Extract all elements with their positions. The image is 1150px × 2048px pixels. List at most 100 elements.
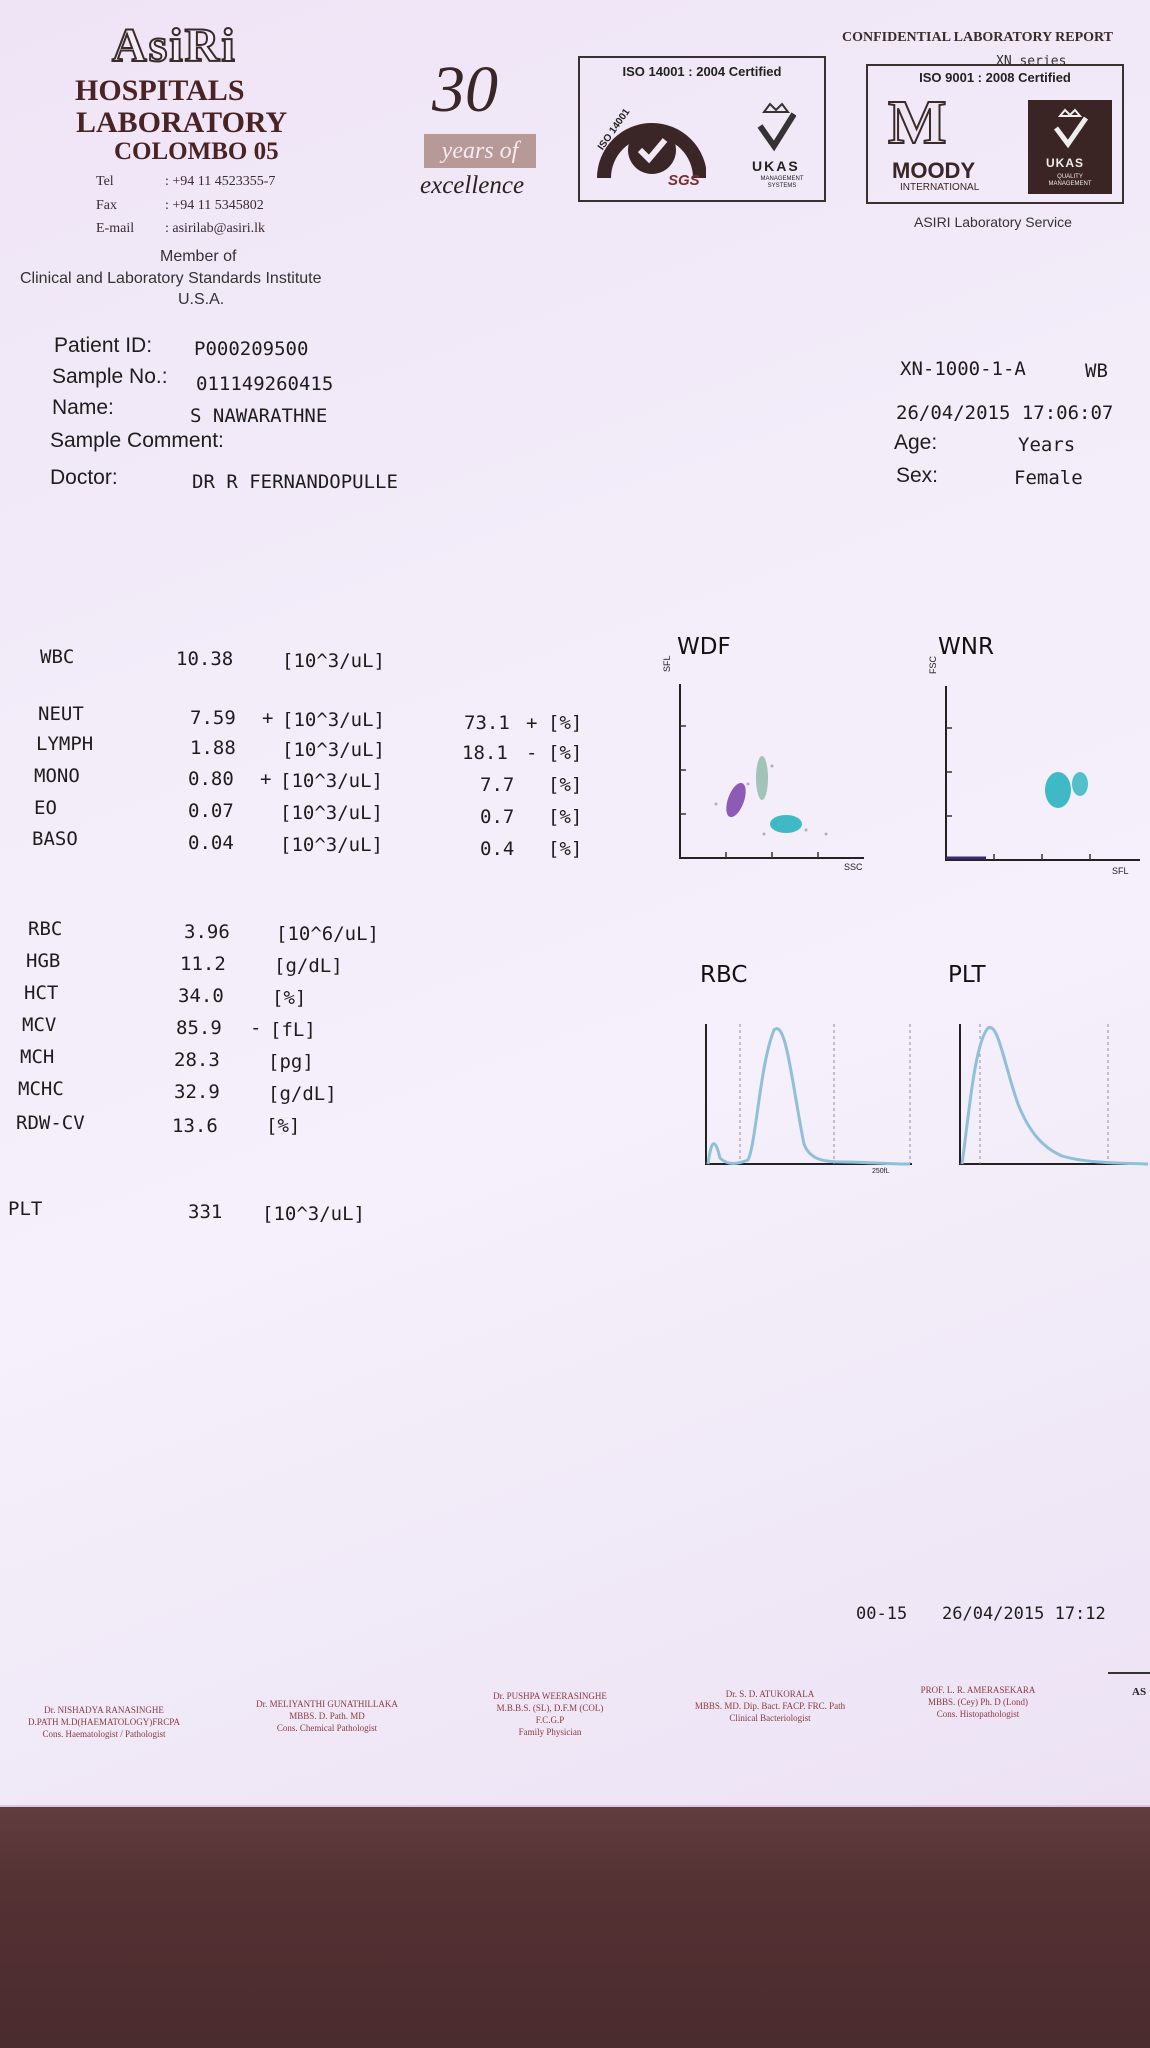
rbc-param-value: 32.9 — [174, 1081, 220, 1103]
doctor-name: Dr. NISHADYA RANASINGHE — [44, 1705, 164, 1715]
age-value: Years — [1018, 434, 1076, 456]
tel-label: Tel — [96, 174, 114, 189]
wnr-title: WNR — [938, 634, 994, 660]
rbc-param-unit: [%] — [272, 987, 307, 1009]
patient-id-label: Patient ID: — [54, 334, 153, 357]
rbc-param-value: 13.6 — [172, 1115, 218, 1137]
wdf-mono-cluster — [756, 756, 768, 800]
doctor-signature-5: PROF. L. R. AMERASEKARA MBBS. (Cey) Ph. … — [898, 1684, 1058, 1720]
diff-name: BASO — [32, 828, 78, 850]
diff-unit: [10^3/uL] — [280, 834, 383, 856]
iso-9001-box: ISO 9001 : 2008 Certified M MOODY INTERN… — [866, 64, 1124, 204]
analyzer-mode: WB — [1085, 360, 1108, 382]
doctor-role: Family Physician — [518, 1727, 582, 1737]
doctor-role: Cons. Haematologist / Pathologist — [42, 1729, 166, 1739]
ukas-tick-icon — [1054, 108, 1089, 149]
doctor-name: Dr. PUSHPA WEERASINGHE — [493, 1691, 607, 1701]
brand-hospitals: HOSPITALS — [75, 74, 245, 107]
plt-hist-title: PLT — [948, 962, 986, 988]
wdf-scattergram — [679, 684, 864, 859]
age-label: Age: — [894, 431, 938, 454]
iso-14001-title: ISO 14001 : 2004 Certified — [622, 64, 782, 79]
diff-pct-flag: + — [526, 712, 538, 734]
moody-sub: INTERNATIONAL — [900, 182, 980, 193]
asiri-logo: AsiRi — [111, 18, 237, 73]
diff-pct: 7.7 — [480, 774, 515, 796]
ukas2-label: UKAS — [1046, 156, 1085, 170]
doctor-name: Dr. S. D. ATUKORALA — [725, 1689, 815, 1699]
member-org: Clinical and Laboratory Standards Instit… — [20, 270, 322, 287]
confidential-title: CONFIDENTIAL LABORATORY REPORT — [842, 30, 1114, 45]
wdf-title: WDF — [677, 634, 731, 660]
diff-flag: + — [262, 707, 274, 729]
rbc-param-value: 85.9 — [176, 1017, 222, 1039]
rbc-param-unit: [g/dL] — [268, 1083, 337, 1105]
plt-curve — [960, 1026, 1149, 1166]
doctor-signature-4: Dr. S. D. ATUKORALA MBBS. MD. Dip. Bact.… — [680, 1688, 860, 1724]
rbc-param-unit: [fL] — [270, 1019, 316, 1041]
diff-name: LYMPH — [36, 733, 94, 755]
member-country: U.S.A. — [178, 291, 225, 308]
tel-value: : +94 11 4523355-7 — [165, 174, 276, 189]
lab-report: AsiRi HOSPITALS LABORATORY COLOMBO 05 Te… — [0, 0, 1150, 1807]
service-label: ASIRI Laboratory Service — [914, 214, 1072, 230]
brand-laboratory: LABORATORY — [76, 106, 288, 139]
fax-value: : +94 11 5345802 — [165, 198, 264, 213]
diff-pct: 73.1 — [464, 712, 510, 734]
anniversary-excellence: excellence — [420, 172, 525, 199]
email-label: E-mail — [96, 221, 135, 236]
analyzer-id: XN-1000-1-A — [900, 358, 1026, 380]
sex-label: Sex: — [896, 464, 939, 487]
diff-pct: 18.1 — [462, 742, 508, 764]
doctor-role: Cons. Chemical Pathologist — [276, 1723, 378, 1733]
name-value: S NAWARATHNE — [190, 405, 328, 427]
wdf-x-label: SSC — [844, 862, 863, 872]
sample-no-value: 011149260415 — [196, 373, 334, 395]
name-label: Name: — [52, 396, 114, 419]
footer-rule — [1108, 1672, 1150, 1674]
doctor-name: Dr. MELIYANTHI GUNATHILLAKA — [256, 1699, 398, 1709]
plt-histogram — [959, 1024, 1149, 1166]
diff-pct-unit: [%] — [548, 838, 583, 860]
diff-value: 0.04 — [188, 832, 234, 854]
plt-unit: [10^3/uL] — [262, 1203, 365, 1225]
rbc-param-unit: [%] — [266, 1115, 301, 1137]
wnr-y-label: FSC — [928, 656, 938, 674]
diff-unit: [10^3/uL] — [280, 770, 383, 792]
rbc-param-name: MCH — [20, 1046, 55, 1068]
rbc-param-unit: [pg] — [268, 1051, 314, 1073]
wdf-neut-cluster — [770, 815, 802, 833]
rbc-param-name: RBC — [28, 918, 63, 940]
rbc-param-name: MCV — [22, 1014, 57, 1036]
ukas2-sub: QUALITY MANAGEMENT — [1048, 174, 1092, 187]
doctor-qualification: MBBS. (Cey) Ph. D (Lond) — [927, 1697, 1028, 1707]
fax-label: Fax — [96, 198, 117, 213]
wnr-wbc-cluster — [1045, 772, 1088, 808]
ukas-crown-tick-icon — [757, 102, 796, 152]
doctor-role: Clinical Bacteriologist — [729, 1713, 811, 1723]
rbc-param-unit: [10^6/uL] — [276, 923, 379, 945]
moody-logo-icon: M — [887, 88, 948, 158]
rbc-param-flag: - — [250, 1017, 262, 1039]
anniversary-years: years of — [424, 134, 536, 168]
diff-pct-unit: [%] — [548, 806, 583, 828]
report-datetime: 26/04/2015 17:06:07 — [896, 402, 1114, 424]
wbc-name: WBC — [40, 646, 75, 668]
moody-label: MOODY — [892, 158, 976, 183]
sample-comment-label: Sample Comment: — [50, 429, 224, 452]
sex-value: Female — [1014, 467, 1083, 489]
diff-value: 7.59 — [190, 707, 236, 729]
iso-14001-box: ISO 14001 : 2004 Certified ISO 14001 SGS… — [578, 56, 826, 202]
doctor-role: Cons. Histopathologist — [936, 1709, 1020, 1719]
diff-value: 0.07 — [188, 800, 234, 822]
doctor-name: PROF. L. R. AMERASEKARA — [920, 1685, 1036, 1695]
diff-pct-unit: [%] — [548, 774, 583, 796]
rbc-param-name: MCHC — [18, 1078, 64, 1100]
plt-name: PLT — [8, 1198, 43, 1220]
member-of: Member of — [160, 248, 237, 265]
rbc-param-value: 3.96 — [184, 921, 230, 943]
diff-unit: [10^3/uL] — [282, 709, 385, 731]
patient-id-value: P000209500 — [194, 338, 309, 360]
diff-unit: [10^3/uL] — [280, 802, 383, 824]
ukas-sub: MANAGEMENT SYSTEMS — [760, 176, 804, 189]
